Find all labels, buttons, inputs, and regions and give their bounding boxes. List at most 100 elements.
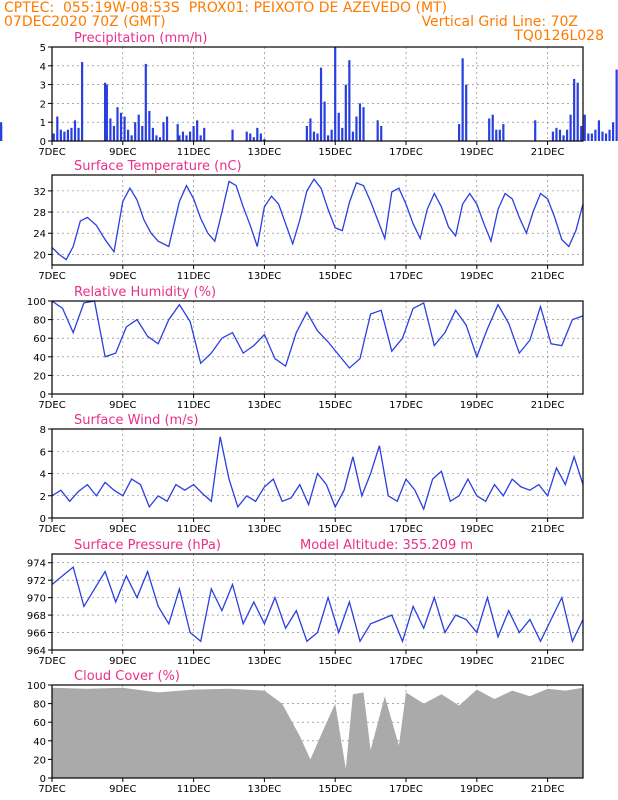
cloud-cover-frame [51,684,584,779]
precipitation-bar [192,125,195,141]
temperature-xtick-label: 17DEC [389,271,423,282]
precipitation-bar [59,129,62,141]
precipitation-bar [119,112,123,141]
precipitation-bar [502,124,505,141]
precipitation-bar [597,120,601,141]
cloud-cover-xtick-label: 9DEC [109,784,136,795]
pressure-ytick-label: 966 [27,629,46,640]
precipitation-bar [601,131,604,141]
precipitation-bar [590,133,593,141]
pressure-xtick-label: 19DEC [460,656,494,667]
precipitation-bar [594,129,597,141]
precipitation-bar [312,131,316,141]
precipitation-bar [259,133,262,141]
wind-ytick-label: 0 [40,514,46,525]
precipitation-bar [358,103,362,141]
pressure-ytick-label: 974 [27,559,46,570]
precipitation-bar [330,129,333,141]
precipitation-bar [309,118,312,141]
temperature-ytick-label: 28 [33,208,46,219]
precipitation-xtick-label: 7DEC [38,147,65,158]
precipitation-bar [534,120,537,141]
cloud-cover-ytick-label: 20 [33,755,46,766]
precipitation-title: Precipitation (mm/h) [74,31,207,46]
precipitation-bar [63,131,66,141]
temperature-ytick-label: 24 [33,229,46,240]
header-datetime: 07DEC2020 70Z (GMT) [4,14,166,30]
precipitation-bar [199,135,202,141]
cloud-cover-xtick-label: 15DEC [318,784,352,795]
precipitation-bar [137,114,140,141]
precipitation-bar [611,122,615,141]
precipitation-bar [249,133,252,141]
precipitation-bar [491,114,494,141]
cloud-cover-xtick-label: 17DEC [389,784,423,795]
humidity-title: Relative Humidity (%) [74,285,216,300]
precipitation-bar [555,127,558,141]
pressure-ytick-label: 970 [27,594,46,605]
pressure-xtick-label: 21DEC [531,656,565,667]
precipitation-ytick-label: 3 [40,81,46,92]
wind-ytick-label: 8 [40,425,46,436]
wind-title: Surface Wind (m/s) [74,413,198,428]
precipitation-bar [252,137,255,141]
precipitation-bar [263,139,266,141]
precipitation-bar [615,69,618,141]
precipitation-xtick-label: 9DEC [109,147,136,158]
cloud-cover-area [52,687,583,778]
precipitation-bar [158,137,162,141]
precipitation-bar [348,60,351,141]
precipitation-bar [134,122,137,141]
temperature-panel: 20 24 28 32 7DEC 9DEC 11DEC 13DEC 15DEC 17DEC 19DE… [33,159,584,282]
precipitation-bar [351,131,354,141]
precipitation-bar [362,107,365,141]
precipitation-ytick-label: 5 [40,43,46,54]
temperature-xtick-label: 9DEC [109,271,136,282]
cloud-cover-ytick-label: 100 [27,681,46,692]
humidity-ytick-label: 60 [33,334,46,345]
wind-xtick-label: 19DEC [460,524,494,535]
precipitation-bar [465,84,468,141]
precipitation-bar [458,124,461,141]
humidity-xtick-label: 15DEC [318,400,352,411]
temperature-xtick-label: 13DEC [248,271,282,282]
precipitation-frame [51,46,584,142]
cloud-cover-ytick-label: 40 [33,737,46,748]
humidity-xtick-label: 13DEC [248,400,282,411]
header-model-id: TQ0126L028 [514,28,604,44]
humidity-xtick-label: 7DEC [38,400,65,411]
humidity-ytick-label: 0 [40,390,46,401]
precipitation-bar [165,116,169,141]
precipitation-bar [104,82,107,141]
precipitation-bar [105,84,108,141]
precipitation-bar [148,110,151,141]
wind-ytick-label: 2 [40,492,46,503]
precipitation-bar [231,129,234,141]
precipitation-bar [181,131,185,141]
humidity-ytick-label: 100 [27,297,46,308]
precipitation-bar [551,131,555,141]
temperature-xtick-label: 19DEC [460,271,494,282]
cloud-cover-ytick-label: 0 [40,774,46,785]
precipitation-ytick-label: 1 [40,118,46,129]
precipitation-ytick-label: 4 [40,62,46,73]
precipitation-bar [109,118,112,141]
precipitation-bar [344,84,347,141]
wind-xtick-label: 15DEC [318,524,352,535]
pressure-xtick-label: 13DEC [248,656,282,667]
wind-xtick-label: 21DEC [531,524,565,535]
cloud-cover-xtick-label: 19DEC [460,784,494,795]
precipitation-bar [562,135,565,141]
wind-series-line [51,436,584,511]
precipitation-bar [185,135,188,141]
pressure-ytick-label: 968 [27,611,46,622]
precipitation-bar [604,133,608,141]
temperature-xtick-label: 21DEC [531,271,565,282]
precipitation-bar [565,129,569,141]
wind-xtick-label: 17DEC [389,524,423,535]
precipitation-bar [112,125,116,141]
precipitation-xtick-label: 19DEC [460,147,494,158]
precipitation-bar [141,125,144,141]
pressure-subtitle: Model Altitude: 355.209 m [300,538,473,553]
